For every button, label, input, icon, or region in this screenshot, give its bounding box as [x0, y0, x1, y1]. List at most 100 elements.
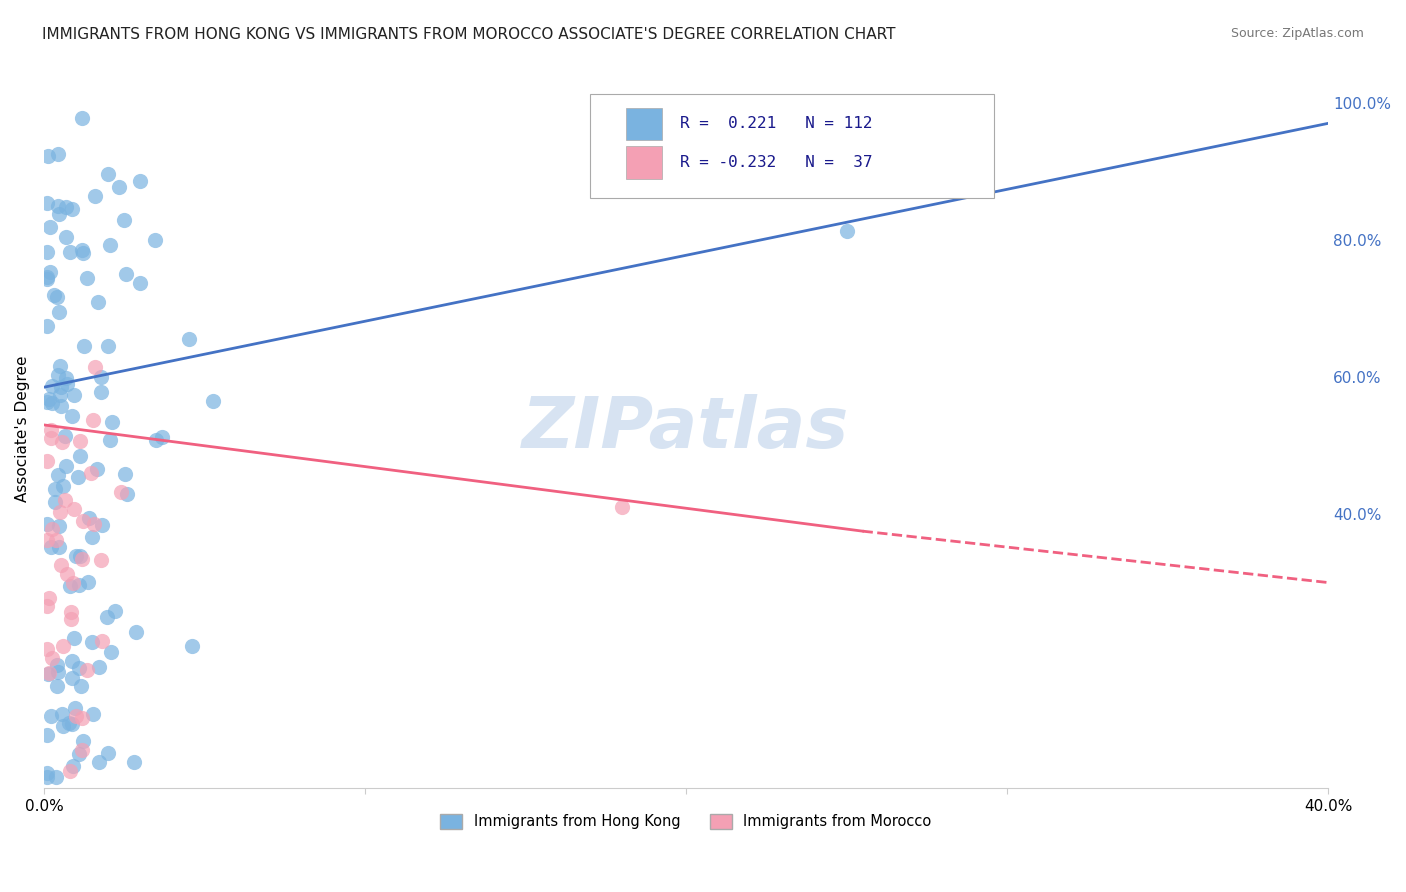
Point: [41, 379, 63, 393]
Point: [87, 295, 110, 310]
Point: [41, 431, 63, 445]
Point: [53, 429, 76, 443]
Point: [37, 666, 59, 681]
FancyBboxPatch shape: [626, 108, 662, 140]
Point: [51, 434, 73, 449]
Point: [58, 715, 80, 730]
Point: [91, 634, 114, 648]
Point: [49, 399, 72, 413]
Text: R =  0.221   N = 112: R = 0.221 N = 112: [679, 117, 872, 131]
Point: [59, 245, 82, 260]
Point: [115, 487, 138, 501]
Point: [49, 359, 72, 373]
Point: [55, 371, 77, 385]
Point: [46, 290, 69, 304]
Point: [73, 339, 96, 353]
Point: [58, 764, 80, 778]
Y-axis label: Associate's Degree: Associate's Degree: [15, 355, 30, 501]
Point: [60, 605, 83, 619]
Point: [101, 415, 124, 429]
Point: [46, 147, 69, 161]
Point: [41, 521, 63, 535]
Point: [55, 230, 77, 244]
Point: [107, 179, 129, 194]
Point: [112, 212, 135, 227]
Point: [72, 243, 94, 257]
Point: [67, 747, 90, 762]
Point: [69, 449, 91, 463]
Point: [46, 199, 69, 213]
Point: [35, 728, 58, 742]
Point: [60, 655, 83, 669]
Point: [72, 734, 94, 748]
Point: [38, 591, 60, 606]
Point: [150, 430, 173, 444]
Point: [46, 679, 69, 693]
Point: [835, 224, 858, 238]
Point: [46, 665, 69, 680]
Point: [129, 174, 152, 188]
Point: [80, 634, 103, 648]
Point: [96, 610, 118, 624]
Text: Source: ZipAtlas.com: Source: ZipAtlas.com: [1230, 27, 1364, 40]
Point: [52, 639, 75, 653]
Point: [122, 755, 145, 769]
Point: [103, 604, 125, 618]
Point: [67, 661, 90, 675]
Point: [51, 558, 73, 572]
Point: [179, 332, 201, 346]
FancyBboxPatch shape: [626, 146, 662, 178]
Point: [89, 660, 111, 674]
Point: [46, 467, 69, 482]
Point: [145, 433, 167, 447]
Point: [60, 716, 83, 731]
Point: [35, 454, 58, 468]
Point: [80, 466, 103, 480]
Point: [98, 434, 121, 448]
Point: [63, 501, 86, 516]
Point: [35, 195, 58, 210]
Point: [38, 665, 60, 680]
Point: [114, 467, 136, 481]
Point: [62, 576, 84, 591]
Point: [49, 387, 72, 401]
Text: R = -0.232   N =  37: R = -0.232 N = 37: [679, 154, 872, 169]
Point: [41, 396, 63, 410]
Point: [90, 370, 112, 384]
Point: [37, 149, 59, 163]
Point: [56, 376, 79, 391]
Point: [35, 642, 58, 657]
Point: [38, 265, 60, 279]
Point: [97, 746, 120, 760]
Point: [45, 771, 67, 785]
Point: [67, 470, 90, 484]
Point: [35, 244, 58, 259]
Point: [82, 706, 104, 721]
Point: [55, 566, 77, 581]
Point: [44, 482, 66, 496]
Point: [39, 541, 62, 555]
Point: [51, 719, 73, 733]
Point: [70, 711, 93, 725]
Point: [72, 515, 94, 529]
Point: [83, 516, 105, 531]
Point: [37, 395, 59, 409]
Point: [55, 458, 77, 473]
Point: [87, 755, 110, 769]
Point: [35, 770, 58, 784]
Point: [98, 238, 121, 252]
FancyBboxPatch shape: [589, 94, 994, 198]
Point: [55, 200, 77, 214]
Point: [97, 339, 120, 353]
Point: [59, 611, 82, 625]
Point: [48, 540, 70, 554]
Point: [48, 206, 70, 220]
Point: [69, 549, 91, 564]
Point: [52, 479, 75, 493]
Point: [84, 188, 107, 202]
Point: [65, 700, 87, 714]
Point: [60, 202, 83, 217]
Point: [35, 270, 58, 285]
Point: [82, 530, 104, 544]
Point: [48, 305, 70, 319]
